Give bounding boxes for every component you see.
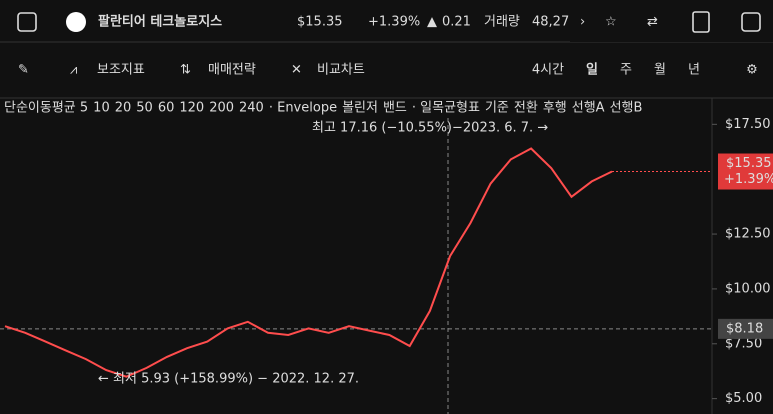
change: 0.21 — [442, 15, 471, 30]
legend-item: 선행B — [610, 100, 643, 116]
crosshair-label: $8.18 — [726, 321, 763, 336]
legend-item: 선행A — [572, 100, 605, 116]
legend-item: 240 — [239, 101, 264, 116]
panel-icon[interactable] — [741, 12, 761, 32]
legend-item: 120 — [179, 101, 204, 116]
sidebar-icon[interactable] — [17, 12, 37, 32]
price-line — [4, 147, 613, 378]
indicators-icon[interactable]: ⩘ — [70, 63, 77, 78]
legend-item: 기준 — [485, 101, 509, 116]
y-tick-label: $5.00 — [725, 391, 762, 406]
legend-item: 20 — [115, 101, 132, 116]
period-tab[interactable]: 4시간 — [532, 63, 564, 78]
last-price-label: $15.35 — [726, 156, 772, 171]
change-pct: +1.39% — [368, 15, 420, 30]
y-tick-label: $7.50 — [725, 336, 762, 351]
legend-item: 200 — [209, 101, 234, 116]
period-tab[interactable]: 주 — [620, 63, 632, 78]
swap-icon[interactable]: ⇄ — [647, 15, 658, 30]
order-icon[interactable] — [692, 11, 710, 33]
legend-item: 밴드 — [383, 101, 407, 116]
last-price-bg — [718, 153, 773, 190]
settings-icon[interactable]: ⚙ — [746, 63, 758, 78]
crosshair-label-bg — [718, 318, 773, 339]
y-tick-label: $17.50 — [725, 117, 771, 132]
compare-icon[interactable]: ✕ — [291, 63, 302, 78]
price: $15.35 — [297, 15, 343, 30]
draw-icon[interactable]: ✎ — [18, 63, 29, 78]
legend-item: 50 — [136, 101, 153, 116]
stock-name: 팔란티어 테크놀로지스 — [98, 14, 222, 30]
legend-item: · 일목균형표 — [412, 101, 480, 116]
high-note: 최고 17.16 (−10.55%)−2023. 6. 7. → — [312, 121, 548, 136]
legend-item: 볼린저 — [342, 101, 378, 116]
legend-item: · Envelope — [269, 101, 337, 116]
legend-item: 전환 — [514, 101, 538, 116]
legend-item: 후행 — [543, 100, 567, 116]
y-tick-label: $10.00 — [725, 281, 771, 296]
compare[interactable]: 비교차트 — [317, 63, 365, 78]
volume-label: 거래량 — [484, 15, 520, 30]
legend-item: 10 — [93, 101, 110, 116]
change-arrow: ▲ — [427, 15, 437, 30]
strategy[interactable]: 매매전략 — [208, 63, 256, 78]
low-note: ← 최저 5.93 (+158.99%) − 2022. 12. 27. — [98, 372, 359, 387]
period-tab[interactable]: 일 — [586, 63, 598, 78]
volume: 48,27 — [532, 15, 569, 30]
last-change-label: +1.39% — [724, 172, 773, 187]
indicators[interactable]: 보조지표 — [97, 63, 145, 78]
favorite-icon[interactable]: ☆ — [605, 15, 617, 30]
legend-item: 단순이동평균 5 — [4, 101, 88, 116]
next-icon[interactable]: › — [580, 15, 585, 30]
legend-item: 60 — [158, 101, 175, 116]
header-actions — [570, 0, 773, 42]
y-tick-label: $12.50 — [725, 227, 771, 242]
period-tab[interactable]: 월 — [654, 63, 666, 78]
logo — [66, 12, 86, 32]
period-tab[interactable]: 년 — [688, 63, 700, 78]
strategy-icon[interactable]: ⇅ — [180, 63, 191, 78]
